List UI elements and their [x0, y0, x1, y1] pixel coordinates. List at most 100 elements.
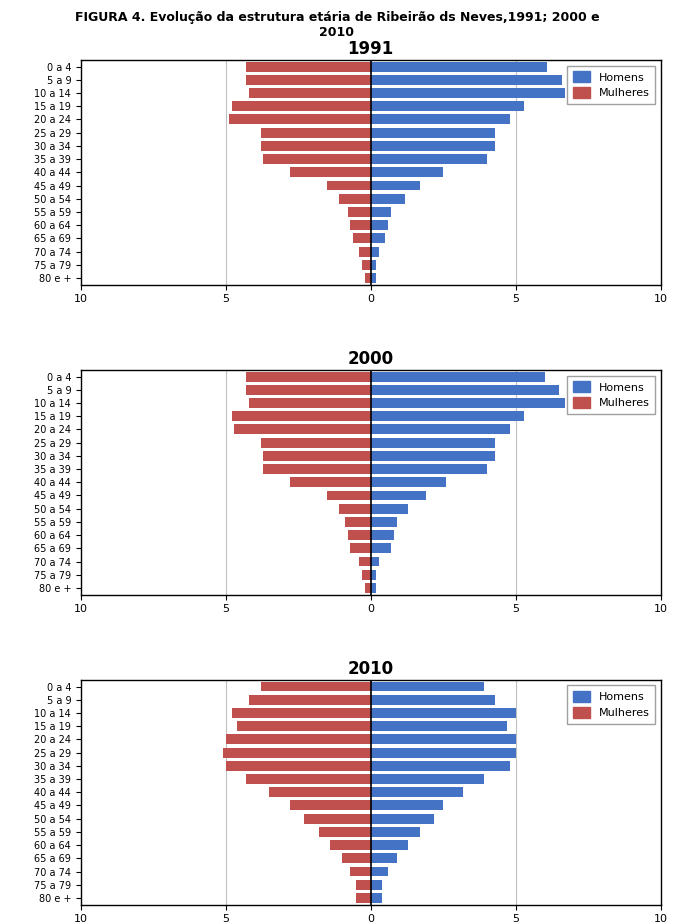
Bar — [246, 62, 371, 72]
Bar — [371, 425, 510, 435]
Bar — [246, 372, 371, 381]
Bar — [371, 583, 377, 593]
Bar — [246, 774, 371, 784]
Bar — [228, 114, 371, 125]
Bar — [371, 695, 495, 704]
Bar — [356, 893, 371, 903]
Bar — [371, 681, 484, 691]
Bar — [261, 438, 371, 448]
Bar — [371, 827, 420, 837]
Legend: Homens, Mulheres: Homens, Mulheres — [568, 686, 655, 724]
Bar — [353, 234, 371, 244]
Bar — [371, 787, 464, 797]
Bar — [371, 154, 487, 164]
Bar — [371, 530, 394, 540]
Bar — [249, 398, 371, 408]
Legend: Homens, Mulheres: Homens, Mulheres — [568, 376, 655, 414]
Bar — [223, 748, 371, 758]
Bar — [371, 88, 565, 98]
Bar — [350, 544, 371, 553]
Bar — [359, 557, 371, 567]
Bar — [359, 246, 371, 257]
Bar — [249, 695, 371, 704]
Bar — [246, 385, 371, 395]
Bar — [371, 854, 397, 863]
Bar — [365, 273, 371, 283]
Bar — [371, 234, 386, 244]
Text: FIGURA 4. Evolução da estrutura etária de Ribeirão ds Neves,1991; 2000 e
2010: FIGURA 4. Evolução da estrutura etária d… — [75, 11, 599, 39]
Bar — [261, 141, 371, 150]
Bar — [371, 221, 388, 230]
Bar — [362, 260, 371, 270]
Bar — [264, 464, 371, 474]
Bar — [365, 583, 371, 593]
Bar — [290, 477, 371, 487]
Bar — [371, 840, 408, 850]
Bar — [328, 490, 371, 500]
Bar — [362, 569, 371, 580]
Bar — [319, 827, 371, 837]
Bar — [232, 708, 371, 718]
Bar — [371, 438, 495, 448]
Bar — [371, 385, 559, 395]
Bar — [371, 75, 562, 85]
Bar — [371, 544, 391, 553]
Bar — [226, 735, 371, 744]
Bar — [371, 62, 547, 72]
Bar — [261, 127, 371, 138]
Bar — [348, 530, 371, 540]
Bar — [342, 854, 371, 863]
Bar — [371, 490, 426, 500]
Bar — [290, 167, 371, 177]
Bar — [371, 246, 379, 257]
Bar — [339, 504, 371, 513]
Bar — [371, 708, 516, 718]
Bar — [269, 787, 371, 797]
Bar — [264, 154, 371, 164]
Bar — [371, 451, 495, 461]
Bar — [350, 221, 371, 230]
Bar — [371, 880, 382, 890]
Bar — [371, 735, 516, 744]
Bar — [249, 88, 371, 98]
Bar — [232, 102, 371, 111]
Bar — [371, 761, 510, 771]
Bar — [371, 464, 487, 474]
Bar — [371, 114, 510, 125]
Bar — [304, 814, 371, 823]
Bar — [237, 721, 371, 731]
Bar — [356, 880, 371, 890]
Bar — [371, 207, 391, 217]
Bar — [371, 194, 406, 204]
Bar — [371, 800, 443, 810]
Bar — [235, 425, 371, 435]
Bar — [350, 867, 371, 877]
Bar — [246, 75, 371, 85]
Title: 1991: 1991 — [348, 41, 394, 58]
Bar — [371, 141, 495, 150]
Bar — [371, 260, 377, 270]
Title: 2010: 2010 — [348, 660, 394, 678]
Legend: Homens, Mulheres: Homens, Mulheres — [568, 66, 655, 104]
Bar — [371, 181, 420, 190]
Bar — [371, 477, 446, 487]
Bar — [330, 840, 371, 850]
Bar — [348, 207, 371, 217]
Bar — [344, 517, 371, 527]
Bar — [371, 398, 565, 408]
Bar — [371, 557, 379, 567]
Bar — [371, 569, 377, 580]
Bar — [339, 194, 371, 204]
Bar — [290, 800, 371, 810]
Bar — [328, 181, 371, 190]
Bar — [371, 517, 397, 527]
Bar — [371, 167, 443, 177]
Bar — [371, 102, 524, 111]
Bar — [371, 273, 377, 283]
Bar — [371, 748, 516, 758]
Bar — [371, 127, 495, 138]
Bar — [371, 504, 408, 513]
Bar — [264, 451, 371, 461]
Bar — [371, 867, 388, 877]
Bar — [371, 412, 524, 421]
